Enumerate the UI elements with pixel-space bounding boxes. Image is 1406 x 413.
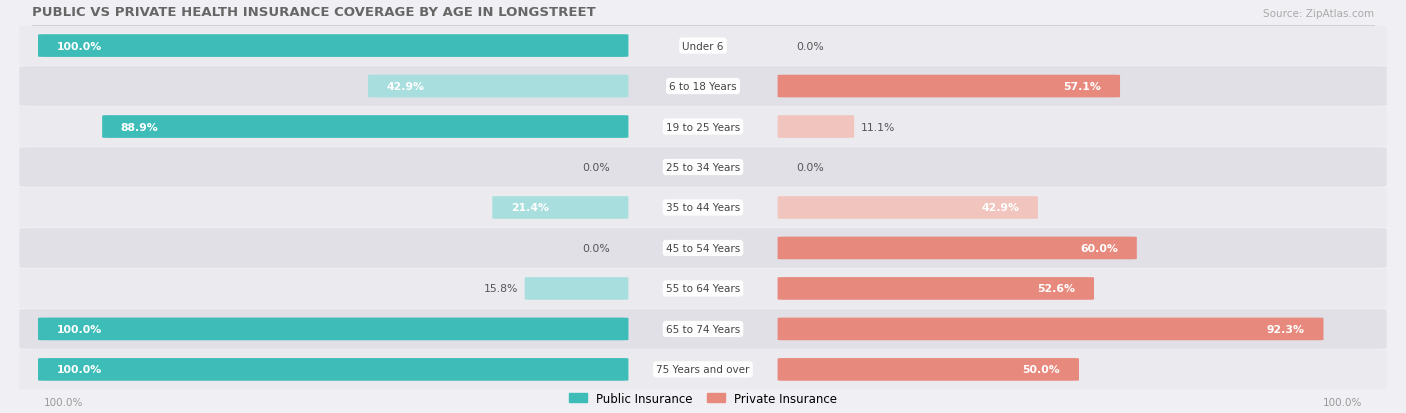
FancyBboxPatch shape: [524, 278, 628, 300]
Text: 92.3%: 92.3%: [1267, 324, 1305, 334]
Text: 50.0%: 50.0%: [1022, 365, 1060, 375]
Text: 100.0%: 100.0%: [1323, 397, 1362, 407]
FancyBboxPatch shape: [20, 148, 1386, 188]
FancyBboxPatch shape: [20, 228, 1386, 268]
Text: Source: ZipAtlas.com: Source: ZipAtlas.com: [1263, 9, 1374, 19]
Text: 11.1%: 11.1%: [860, 122, 894, 132]
FancyBboxPatch shape: [20, 67, 1386, 107]
Text: 57.1%: 57.1%: [1063, 82, 1101, 92]
FancyBboxPatch shape: [778, 76, 1121, 98]
Text: Under 6: Under 6: [682, 41, 724, 52]
FancyBboxPatch shape: [103, 116, 628, 138]
Text: 100.0%: 100.0%: [44, 397, 83, 407]
Text: 88.9%: 88.9%: [121, 122, 159, 132]
FancyBboxPatch shape: [492, 197, 628, 219]
Text: 45 to 54 Years: 45 to 54 Years: [666, 243, 740, 253]
Text: 6 to 18 Years: 6 to 18 Years: [669, 82, 737, 92]
Text: 42.9%: 42.9%: [981, 203, 1019, 213]
Text: PUBLIC VS PRIVATE HEALTH INSURANCE COVERAGE BY AGE IN LONGSTREET: PUBLIC VS PRIVATE HEALTH INSURANCE COVER…: [32, 6, 596, 19]
Text: 65 to 74 Years: 65 to 74 Years: [666, 324, 740, 334]
Text: 100.0%: 100.0%: [56, 365, 101, 375]
FancyBboxPatch shape: [778, 237, 1137, 260]
Text: 0.0%: 0.0%: [582, 243, 610, 253]
FancyBboxPatch shape: [20, 107, 1386, 147]
Text: 0.0%: 0.0%: [582, 163, 610, 173]
FancyBboxPatch shape: [20, 269, 1386, 309]
FancyBboxPatch shape: [778, 116, 855, 138]
FancyBboxPatch shape: [368, 76, 628, 98]
FancyBboxPatch shape: [38, 35, 628, 58]
Text: 60.0%: 60.0%: [1080, 243, 1118, 253]
Text: 35 to 44 Years: 35 to 44 Years: [666, 203, 740, 213]
Text: 52.6%: 52.6%: [1038, 284, 1076, 294]
FancyBboxPatch shape: [778, 318, 1323, 340]
FancyBboxPatch shape: [778, 197, 1038, 219]
Text: 75 Years and over: 75 Years and over: [657, 365, 749, 375]
Text: 19 to 25 Years: 19 to 25 Years: [666, 122, 740, 132]
FancyBboxPatch shape: [20, 350, 1386, 389]
Text: 100.0%: 100.0%: [56, 324, 101, 334]
FancyBboxPatch shape: [38, 358, 628, 381]
FancyBboxPatch shape: [778, 278, 1094, 300]
FancyBboxPatch shape: [20, 27, 1386, 66]
Text: 0.0%: 0.0%: [796, 41, 824, 52]
FancyBboxPatch shape: [20, 309, 1386, 349]
Text: 55 to 64 Years: 55 to 64 Years: [666, 284, 740, 294]
Text: 0.0%: 0.0%: [796, 163, 824, 173]
Text: 100.0%: 100.0%: [56, 41, 101, 52]
FancyBboxPatch shape: [38, 318, 628, 340]
Text: 21.4%: 21.4%: [510, 203, 548, 213]
FancyBboxPatch shape: [778, 358, 1078, 381]
Legend: Public Insurance, Private Insurance: Public Insurance, Private Insurance: [564, 387, 842, 409]
Text: 25 to 34 Years: 25 to 34 Years: [666, 163, 740, 173]
FancyBboxPatch shape: [20, 188, 1386, 228]
Text: 15.8%: 15.8%: [484, 284, 519, 294]
Text: 42.9%: 42.9%: [387, 82, 425, 92]
